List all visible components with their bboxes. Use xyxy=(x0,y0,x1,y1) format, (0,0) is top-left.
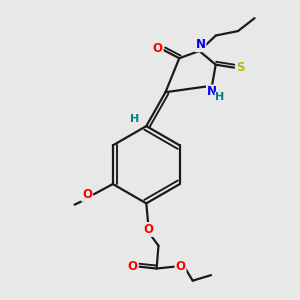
Text: O: O xyxy=(143,223,153,236)
Text: O: O xyxy=(153,42,163,55)
Text: H: H xyxy=(215,92,225,103)
Text: O: O xyxy=(128,260,138,273)
Text: O: O xyxy=(82,188,92,201)
Text: N: N xyxy=(207,85,217,98)
Text: S: S xyxy=(236,61,245,74)
Text: H: H xyxy=(130,115,139,124)
Text: N: N xyxy=(195,38,206,51)
Text: O: O xyxy=(176,260,185,273)
